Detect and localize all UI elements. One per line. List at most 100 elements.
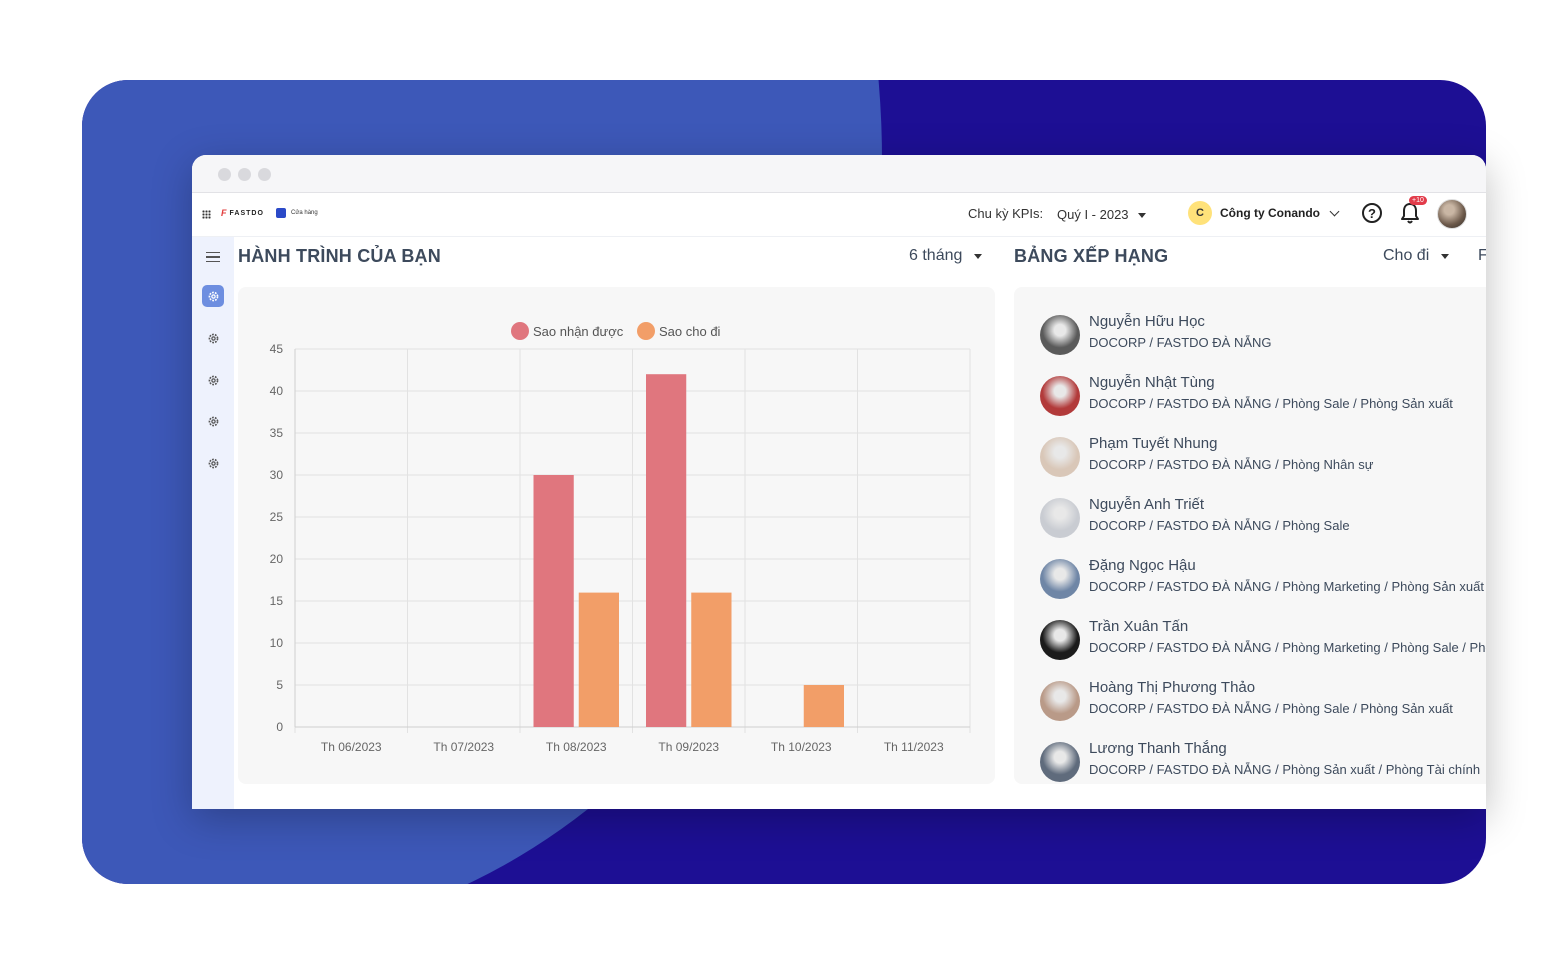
period-select[interactable]: 6 tháng	[909, 247, 983, 265]
ranking-name: Hoàng Thị Phương Thảo	[1089, 679, 1256, 696]
y-tick-label: 5	[276, 678, 283, 692]
ranking-path: DOCORP / FASTDO ĐÀ NẴNG / Phòng Marketin…	[1089, 640, 1486, 655]
gear-icon	[208, 375, 218, 385]
x-tick-label: Th 06/2023	[321, 740, 382, 754]
journey-bar-chart: 0 5 10 15 20 25 30 35 40 45 Th 06/2023 Th 07/2023 Th…	[270, 322, 971, 754]
ranking-path: DOCORP / FASTDO ĐÀ NẴNG / Phòng Nhân sự	[1089, 457, 1374, 472]
ranking-filter-value: Cho đi	[1383, 247, 1430, 264]
legend-marker	[511, 322, 529, 340]
ranking-name: Nguyễn Nhật Tùng	[1089, 374, 1215, 391]
bar-1-3	[691, 592, 732, 727]
ranking-name: Đặng Ngọc Hậu	[1089, 557, 1196, 574]
sidebar-item-5[interactable]	[202, 452, 224, 474]
company-switcher[interactable]: C Công ty Conando	[1188, 201, 1340, 225]
company-avatar: C	[1188, 201, 1212, 225]
ranking-filter-select[interactable]: Cho đi	[1383, 247, 1450, 265]
ranking-item[interactable]: Trần Xuân Tấn DOCORP / FASTDO ĐÀ NẴNG / P…	[1040, 618, 1486, 662]
company-name: Công ty Conando	[1220, 206, 1320, 220]
sidebar-item-4[interactable]	[202, 410, 224, 432]
ranking-title: BẢNG XẾP HẠNG	[1014, 246, 1169, 266]
ranking-filter2-select[interactable]: F	[1478, 247, 1486, 265]
ranking-path: DOCORP / FASTDO ĐÀ NẴNG / Phòng Sale	[1089, 518, 1350, 533]
bar-1-2	[578, 592, 619, 727]
y-tick-label: 0	[276, 720, 283, 734]
ranking-name: Nguyễn Anh Triết	[1089, 496, 1205, 513]
bell-icon[interactable]	[1400, 201, 1420, 225]
x-tick-label: Th 11/2023	[884, 740, 944, 754]
window-zoom-dot[interactable]	[258, 168, 271, 181]
avatar	[1040, 681, 1080, 721]
caret-down-icon	[1138, 213, 1147, 219]
sidebar	[192, 237, 234, 809]
window-close-dot[interactable]	[218, 168, 231, 181]
fastdo-logo[interactable]: F FASTDO	[221, 208, 264, 218]
menu-icon[interactable]	[206, 252, 220, 262]
avatar	[1040, 559, 1080, 599]
y-tick-label: 15	[270, 594, 284, 608]
journey-title: HÀNH TRÌNH CỦA BẠN	[238, 246, 441, 266]
bar-0-3	[646, 374, 687, 727]
apps-grid-icon[interactable]	[202, 210, 211, 219]
ranking-path: DOCORP / FASTDO ĐÀ NẴNG / Phòng Marketin…	[1089, 579, 1484, 594]
ranking-name: Nguyễn Hữu Học	[1089, 313, 1205, 330]
y-tick-label: 25	[270, 510, 284, 524]
ranking-path: DOCORP / FASTDO ĐÀ NẴNG / Phòng Sale / P…	[1089, 396, 1453, 411]
avatar	[1040, 742, 1080, 782]
kpi-cycle-select[interactable]: Quý I - 2023	[1057, 207, 1147, 222]
caret-down-icon	[974, 253, 983, 259]
ranking-filter2-value: F	[1478, 247, 1486, 264]
window-minimize-dot[interactable]	[238, 168, 251, 181]
ranking-item[interactable]: Nguyễn Hữu Học DOCORP / FASTDO ĐÀ NẴNG	[1040, 313, 1486, 357]
x-tick-label: Th 07/2023	[433, 740, 494, 754]
bar-1-4	[803, 685, 844, 727]
sidebar-item-2[interactable]	[202, 327, 224, 349]
avatar	[1040, 315, 1080, 355]
bar-0-2	[533, 475, 574, 727]
ranking-item[interactable]: Nguyễn Nhật Tùng DOCORP / FASTDO ĐÀ NẴNG …	[1040, 374, 1486, 418]
top-navbar: F FASTDO Cửa hàng Chu kỳ KPIs: Quý I - 2…	[192, 193, 1486, 237]
gear-icon	[208, 416, 218, 426]
kpi-cycle-label: Chu kỳ KPIs:	[968, 206, 1044, 221]
legend-label: Sao nhận được	[533, 324, 624, 339]
ranking-item[interactable]: Hoàng Thị Phương Thảo DOCORP / FASTDO ĐÀ …	[1040, 679, 1486, 723]
sidebar-item-1[interactable]	[202, 285, 224, 307]
x-tick-label: Th 09/2023	[658, 740, 719, 754]
y-tick-label: 40	[270, 384, 284, 398]
ranking-path: DOCORP / FASTDO ĐÀ NẴNG / Phòng Sản xuất…	[1089, 762, 1481, 777]
logo-text: FASTDO	[229, 209, 264, 217]
y-tick-label: 45	[270, 342, 284, 356]
y-tick-label: 35	[270, 426, 284, 440]
ranking-list: Nguyễn Hữu Học DOCORP / FASTDO ĐÀ NẴNG Ngu…	[1014, 287, 1486, 784]
ranking-name: Trần Xuân Tấn	[1089, 618, 1189, 635]
journey-chart-card: 0 5 10 15 20 25 30 35 40 45 Th 06/2023 Th 07/2023 Th…	[238, 287, 995, 784]
legend-marker	[637, 322, 655, 340]
ranking-name: Lương Thanh Thắng	[1089, 740, 1227, 757]
period-value: 6 tháng	[909, 247, 963, 264]
help-icon[interactable]: ?	[1362, 203, 1382, 223]
logo-mark-icon: F	[221, 208, 228, 218]
sidebar-item-3[interactable]	[202, 369, 224, 391]
store-icon	[276, 208, 286, 218]
gear-icon	[208, 291, 218, 301]
caret-down-icon	[1441, 253, 1450, 259]
kpi-cycle-value: Quý I - 2023	[1057, 207, 1129, 222]
ranking-item[interactable]: Nguyễn Anh Triết DOCORP / FASTDO ĐÀ NẴNG …	[1040, 496, 1486, 540]
x-tick-label: Th 08/2023	[546, 740, 607, 754]
ranking-path: DOCORP / FASTDO ĐÀ NẴNG	[1089, 335, 1272, 350]
avatar	[1040, 437, 1080, 477]
gear-icon	[208, 458, 218, 468]
ranking-item[interactable]: Lương Thanh Thắng DOCORP / FASTDO ĐÀ NẴNG…	[1040, 740, 1486, 784]
avatar	[1040, 620, 1080, 660]
ranking-path: DOCORP / FASTDO ĐÀ NẴNG / Phòng Sale / P…	[1089, 701, 1453, 716]
x-tick-label: Th 10/2023	[771, 740, 832, 754]
ranking-item[interactable]: Đặng Ngọc Hậu DOCORP / FASTDO ĐÀ NẴNG / P…	[1040, 557, 1486, 601]
notification-badge: +10	[1409, 196, 1427, 205]
store-link[interactable]: Cửa hàng	[276, 208, 318, 218]
legend-label: Sao cho đi	[659, 324, 721, 339]
chevron-down-icon	[1329, 206, 1340, 216]
user-avatar[interactable]	[1437, 199, 1467, 229]
ranking-item[interactable]: Phạm Tuyết Nhung DOCORP / FASTDO ĐÀ NẴNG …	[1040, 435, 1486, 479]
y-tick-label: 10	[270, 636, 284, 650]
y-tick-label: 30	[270, 468, 284, 482]
avatar	[1040, 376, 1080, 416]
